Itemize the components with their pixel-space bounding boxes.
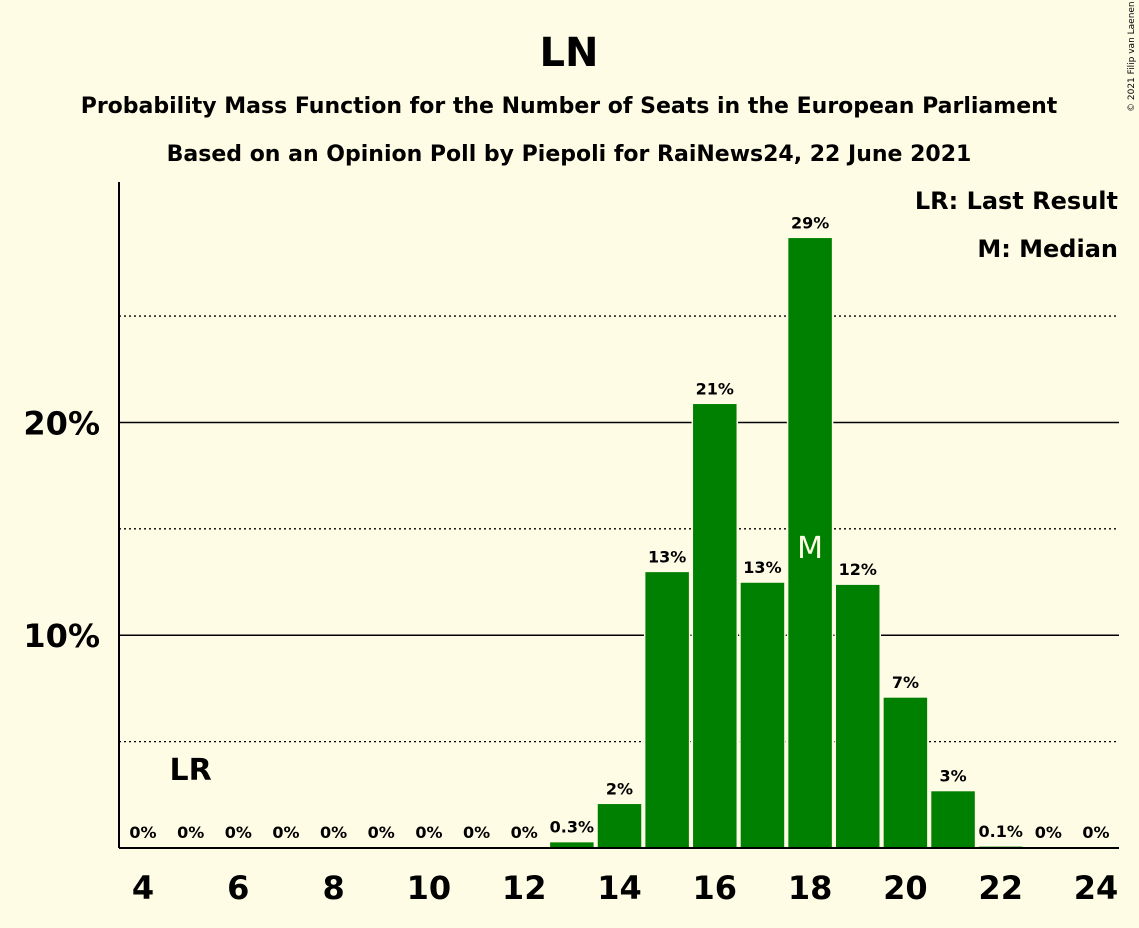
bar-value-label: 13% bbox=[648, 547, 686, 566]
axes bbox=[118, 182, 1119, 849]
bar-value-label: 0% bbox=[368, 823, 395, 842]
bar-value-label: 0% bbox=[272, 823, 299, 842]
bar-value-label: 7% bbox=[892, 673, 919, 692]
x-tick-label: 6 bbox=[227, 869, 249, 907]
bar-seat-20 bbox=[882, 696, 929, 849]
bar-value-label: 21% bbox=[696, 379, 734, 398]
bar-value-label: 0% bbox=[511, 823, 538, 842]
x-tick-label: 12 bbox=[502, 869, 547, 907]
bar-seat-17 bbox=[739, 581, 786, 849]
x-tick-label: 4 bbox=[132, 869, 154, 907]
bar-seat-19 bbox=[834, 583, 881, 849]
bar-seat-14 bbox=[596, 802, 643, 849]
bar-value-label: 0.3% bbox=[550, 818, 594, 837]
bar-value-label: 0% bbox=[320, 823, 347, 842]
x-tick-label: 16 bbox=[693, 869, 738, 907]
bar-value-label: 0% bbox=[1035, 823, 1062, 842]
x-tick-label: 14 bbox=[597, 869, 642, 907]
legend-median: M: Median bbox=[977, 235, 1118, 263]
chart-subtitle-source: Based on an Opinion Poll by Piepoli for … bbox=[167, 142, 972, 167]
bar-value-label: 3% bbox=[939, 767, 966, 786]
y-tick-label: 10% bbox=[23, 617, 100, 655]
bars bbox=[548, 236, 1024, 849]
bar-value-label: 2% bbox=[606, 779, 633, 798]
bar-value-label: 0% bbox=[415, 823, 442, 842]
bar-value-label: 0% bbox=[463, 823, 490, 842]
x-tick-label: 10 bbox=[407, 869, 452, 907]
y-tick-label: 20% bbox=[23, 404, 100, 442]
chart-title: LN bbox=[540, 30, 599, 76]
gridlines bbox=[119, 315, 1119, 743]
tick-labels: 4 6 8 10 12 14 16 18 20 22 24 10% 20% bbox=[23, 404, 1118, 907]
x-tick-label: 8 bbox=[322, 869, 344, 907]
bar-value-label: 29% bbox=[791, 213, 829, 232]
median-marker: M bbox=[797, 531, 823, 566]
bar-seat-21 bbox=[929, 789, 977, 849]
chart-subtitle: Probability Mass Function for the Number… bbox=[81, 94, 1058, 119]
bar-seat-16 bbox=[691, 402, 739, 849]
copyright-text: © 2021 Filip van Laenen bbox=[1127, 1, 1137, 112]
bar-value-label: 0% bbox=[225, 823, 252, 842]
bar-value-labels: 0% 0% 0% 0% 0% 0% 0% 0% 0% 0.3% 2% 13% 21% 13% 29% 12% 7… bbox=[129, 213, 1109, 842]
bar-value-label: 0% bbox=[1082, 823, 1109, 842]
bar-value-label: 0% bbox=[177, 823, 204, 842]
bar-seat-18 bbox=[786, 236, 834, 849]
x-tick-label: 18 bbox=[788, 869, 833, 907]
x-tick-label: 20 bbox=[883, 869, 928, 907]
bar-value-label: 0.1% bbox=[979, 822, 1023, 841]
x-tick-label: 22 bbox=[978, 869, 1023, 907]
legend-last-result: LR: Last Result bbox=[915, 187, 1118, 215]
bar-value-label: 12% bbox=[839, 560, 877, 579]
bar-value-label: 0% bbox=[129, 823, 156, 842]
bar-value-label: 13% bbox=[743, 558, 781, 577]
last-result-marker: LR bbox=[170, 753, 212, 788]
bar-seat-15 bbox=[643, 570, 691, 849]
x-tick-label: 24 bbox=[1074, 869, 1119, 907]
